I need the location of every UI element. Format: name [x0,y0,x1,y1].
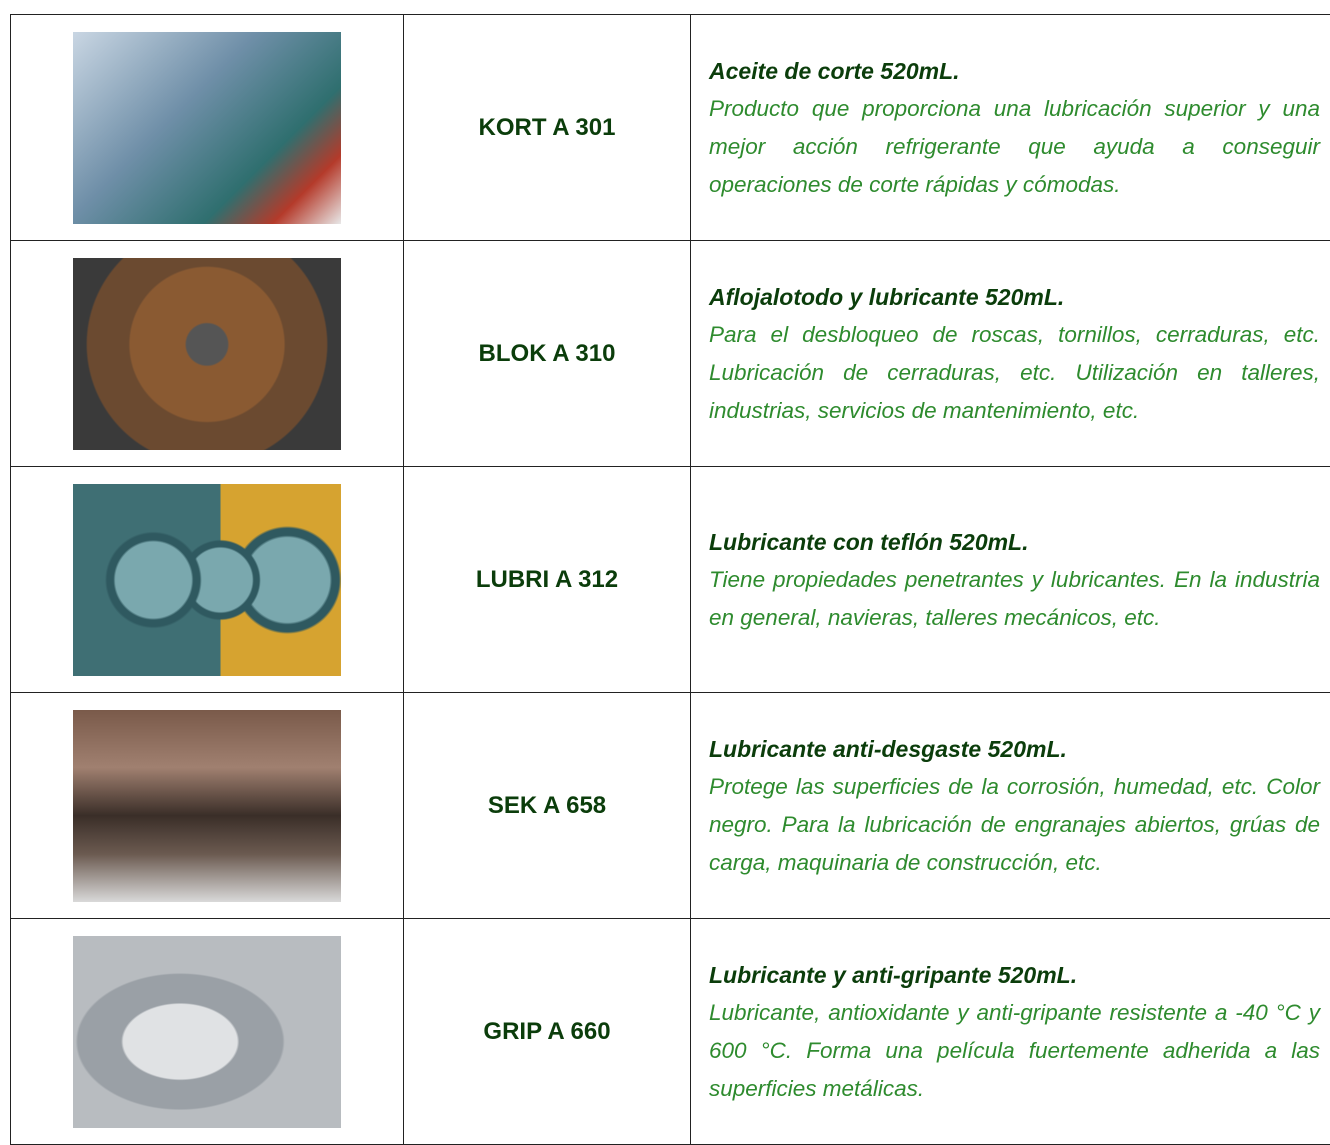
image-cell [11,467,404,693]
description-cell: Lubricante y anti-gripante 520mL.Lubrica… [691,919,1330,1145]
product-image [73,258,341,450]
image-cell [11,693,404,919]
product-image [73,32,341,224]
product-description: Producto que proporciona una lubricación… [709,90,1320,204]
description-cell: Lubricante anti-desgaste 520mL.Protege l… [691,693,1330,919]
image-cell [11,15,404,241]
image-cell [11,241,404,467]
product-code: KORT A 301 [404,15,691,241]
product-title: Lubricante anti-desgaste 520mL. [709,730,1320,768]
product-code: GRIP A 660 [404,919,691,1145]
description-cell: Aceite de corte 520mL.Producto que propo… [691,15,1330,241]
product-image [73,936,341,1128]
product-description: Lubricante, antioxidante y anti-gripante… [709,994,1320,1108]
product-title: Aflojalotodo y lubricante 520mL. [709,278,1320,316]
product-description: Tiene propiedades penetrantes y lubrican… [709,561,1320,637]
description-cell: Aflojalotodo y lubricante 520mL.Para el … [691,241,1330,467]
product-description: Para el desbloqueo de roscas, tornillos,… [709,316,1320,430]
image-cell [11,919,404,1145]
product-image [73,710,341,902]
product-title: Aceite de corte 520mL. [709,52,1320,90]
product-title: Lubricante con teflón 520mL. [709,523,1320,561]
product-image [73,484,341,676]
description-cell: Lubricante con teflón 520mL.Tiene propie… [691,467,1330,693]
product-code: SEK A 658 [404,693,691,919]
product-description: Protege las superficies de la corrosión,… [709,768,1320,882]
product-code: LUBRI A 312 [404,467,691,693]
product-title: Lubricante y anti-gripante 520mL. [709,956,1320,994]
product-code: BLOK A 310 [404,241,691,467]
